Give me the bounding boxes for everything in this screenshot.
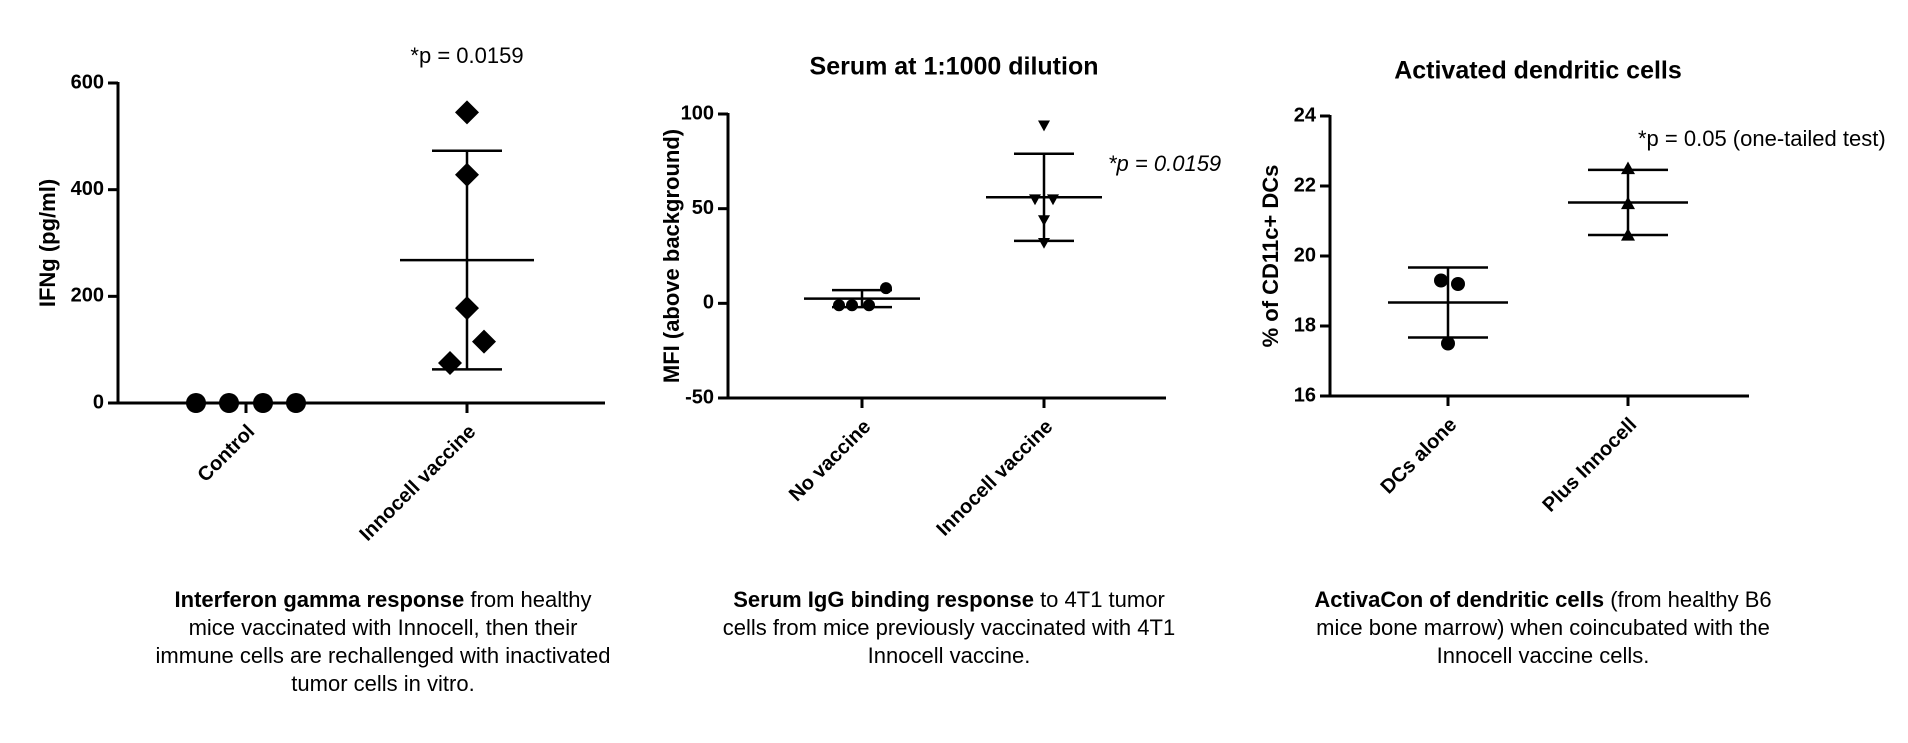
- error-bar: [432, 149, 502, 371]
- y-tick-label: 400: [71, 178, 104, 200]
- y-tick-label: 24: [1294, 104, 1317, 126]
- y-tick-label: 16: [1294, 384, 1316, 406]
- caption: Interferon gamma response from healthy m…: [153, 586, 613, 698]
- data-point: [472, 329, 496, 354]
- data-point: [1029, 194, 1041, 206]
- caption: ActivaCon of dendritic cells (from healt…: [1313, 586, 1773, 670]
- caption-text: from healthy mice vaccinated with Innoce…: [155, 587, 611, 696]
- data-point: [863, 299, 875, 312]
- caption: Serum IgG binding response to 4T1 tumor …: [719, 586, 1179, 670]
- data-point: [1038, 120, 1050, 132]
- annotation: *p = 0.0159: [410, 43, 523, 68]
- caption-text: to 4T1 tumor cells from mice previously …: [722, 587, 1176, 668]
- y-axis-label: IFNg (pg/ml): [35, 179, 60, 307]
- data-point: [1441, 336, 1455, 351]
- caption-bold: Interferon gamma response: [174, 587, 465, 612]
- data-point: [1434, 273, 1448, 288]
- y-tick-label: 0: [703, 292, 714, 314]
- x-tick-label: Plus Innocell: [1538, 414, 1641, 517]
- data-point: [438, 351, 462, 375]
- error-bar: [1408, 266, 1488, 339]
- caption-bold: ActivaCon of dendritic cells: [1314, 587, 1605, 612]
- caption-text: (from healthy B6 mice bone marrow) when …: [1316, 587, 1772, 668]
- data-point: [833, 299, 845, 312]
- y-tick-label: 600: [71, 71, 104, 93]
- chart-title: Activated dendritic cells: [1394, 57, 1682, 85]
- chart-title: Serum at 1:1000 dilution: [810, 53, 1099, 81]
- annotation: *p = 0.05 (one-tailed test): [1638, 126, 1886, 151]
- x-tick-label: Innocell vaccine: [355, 421, 480, 546]
- y-tick-label: 100: [681, 102, 714, 124]
- y-tick-label: -50: [685, 386, 714, 408]
- error-bar: [1588, 168, 1668, 237]
- caption-bold: Serum IgG binding response: [733, 587, 1034, 612]
- x-tick-label: DCs alone: [1377, 414, 1462, 499]
- error-bar: [832, 288, 892, 309]
- y-tick-label: 200: [71, 285, 104, 307]
- x-tick-label: Control: [193, 421, 259, 487]
- error-bar: [1014, 152, 1074, 243]
- annotation: *p = 0.0159: [1108, 151, 1221, 176]
- y-tick-label: 0: [93, 391, 104, 413]
- data-point: [846, 299, 858, 312]
- data-point: [455, 100, 479, 125]
- data-point: [1451, 277, 1465, 291]
- x-tick-label: No vaccine: [785, 416, 875, 506]
- y-axis-label: MFI (above background): [659, 129, 684, 383]
- y-tick-label: 18: [1294, 314, 1316, 336]
- data-point: [1047, 194, 1059, 206]
- data-point: [880, 282, 892, 295]
- y-tick-label: 20: [1294, 244, 1316, 266]
- x-tick-label: Innocell vaccine: [932, 416, 1057, 541]
- y-tick-label: 22: [1294, 174, 1316, 196]
- y-tick-label: 50: [692, 197, 714, 219]
- y-axis-label: % of CD11c+ DCs: [1258, 165, 1283, 348]
